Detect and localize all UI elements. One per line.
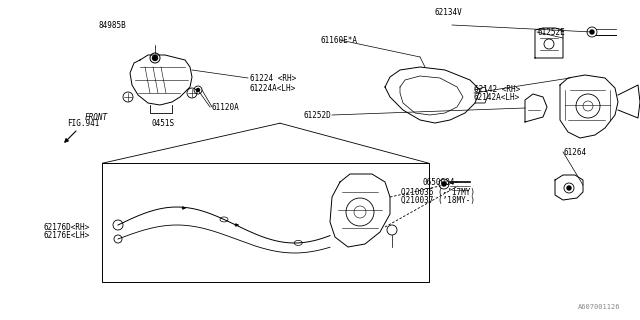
Text: 61120A: 61120A bbox=[211, 103, 239, 112]
Text: 61264: 61264 bbox=[563, 148, 586, 156]
Bar bbox=[102, 163, 429, 282]
Text: 62134V: 62134V bbox=[434, 8, 462, 17]
Text: A607001126: A607001126 bbox=[577, 304, 620, 310]
Text: 62176E<LH>: 62176E<LH> bbox=[44, 231, 90, 240]
Text: 0451S: 0451S bbox=[152, 119, 175, 128]
Text: 62176D<RH>: 62176D<RH> bbox=[44, 223, 90, 232]
Text: 62142A<LH>: 62142A<LH> bbox=[474, 93, 520, 102]
Circle shape bbox=[152, 55, 157, 60]
Circle shape bbox=[442, 182, 446, 186]
Text: 61224A<LH>: 61224A<LH> bbox=[250, 84, 296, 92]
Text: Q210036 (-’17MY): Q210036 (-’17MY) bbox=[401, 188, 476, 196]
Text: Q210037 (’18MY-): Q210037 (’18MY-) bbox=[401, 196, 476, 204]
Text: FIG.941: FIG.941 bbox=[67, 119, 99, 128]
Text: 84985B: 84985B bbox=[98, 21, 126, 30]
Text: 61252E: 61252E bbox=[538, 28, 565, 36]
Text: 61252D: 61252D bbox=[304, 111, 332, 120]
Circle shape bbox=[590, 30, 594, 34]
Circle shape bbox=[196, 89, 200, 92]
Text: FRONT: FRONT bbox=[85, 113, 108, 122]
Circle shape bbox=[567, 186, 571, 190]
Text: 0650004: 0650004 bbox=[422, 178, 454, 187]
Text: 61160E*A: 61160E*A bbox=[321, 36, 358, 44]
Text: 62142 <RH>: 62142 <RH> bbox=[474, 85, 520, 94]
Text: 61224 <RH>: 61224 <RH> bbox=[250, 74, 296, 83]
